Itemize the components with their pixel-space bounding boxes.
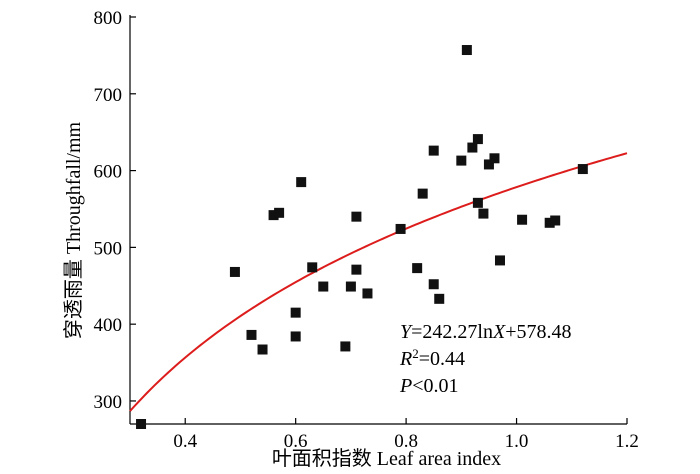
data-point xyxy=(318,281,329,292)
data-point xyxy=(290,331,301,342)
data-point xyxy=(229,266,240,277)
data-point xyxy=(351,211,362,222)
data-point xyxy=(483,159,494,170)
y-tick-label: 300 xyxy=(94,392,123,413)
data-point xyxy=(274,207,285,218)
y-tick-label: 400 xyxy=(94,315,123,336)
data-point xyxy=(544,217,555,228)
data-point xyxy=(434,293,445,304)
data-point xyxy=(550,215,561,226)
data-point xyxy=(246,329,257,340)
data-point xyxy=(472,197,483,208)
data-point xyxy=(478,208,489,219)
x-tick-label: 1.0 xyxy=(505,431,529,452)
y-ticks: 300 400 500 600 700 800 xyxy=(94,8,136,413)
data-point xyxy=(428,279,439,290)
data-point xyxy=(472,134,483,145)
equation-annotation: Y=242.27lnX+578.48 xyxy=(400,321,571,343)
y-tick-label: 800 xyxy=(94,8,123,29)
data-point xyxy=(290,307,301,318)
axes xyxy=(129,15,627,425)
data-point xyxy=(489,153,500,164)
data-point xyxy=(307,262,318,273)
data-point xyxy=(351,264,362,275)
data-point xyxy=(456,155,467,166)
data-point xyxy=(340,341,351,352)
x-ticks: 0.4 0.6 0.8 1.0 1.2 xyxy=(173,418,639,452)
x-tick-label: 1.2 xyxy=(615,431,639,452)
x-tick-label: 0.8 xyxy=(394,431,418,452)
data-point xyxy=(467,142,478,153)
data-point xyxy=(257,344,268,355)
data-point xyxy=(296,177,307,188)
data-point xyxy=(345,281,356,292)
data-point xyxy=(417,188,428,199)
y-tick-label: 700 xyxy=(94,85,123,106)
data-point xyxy=(494,255,505,266)
y-tick-label: 500 xyxy=(94,238,123,259)
data-point xyxy=(577,164,588,175)
y-axis-title: 穿透雨量 Throughfall/mm xyxy=(62,121,85,339)
data-point xyxy=(428,145,439,156)
data-point xyxy=(395,223,406,234)
data-point xyxy=(362,288,373,299)
x-tick-label: 0.6 xyxy=(284,431,308,452)
data-points xyxy=(136,45,588,429)
x-tick-label: 0.4 xyxy=(173,431,197,452)
regression-curve xyxy=(129,152,628,412)
p-value-annotation: P<0.01 xyxy=(399,375,459,397)
x-axis-title: 叶面积指数 Leaf area index xyxy=(272,447,501,470)
data-point xyxy=(136,419,147,429)
r-squared-annotation: R2=0.44 xyxy=(399,346,465,371)
y-tick-label: 600 xyxy=(94,162,123,183)
data-point xyxy=(461,45,472,56)
data-point xyxy=(517,214,528,225)
data-point xyxy=(412,263,423,274)
data-point xyxy=(268,210,279,221)
